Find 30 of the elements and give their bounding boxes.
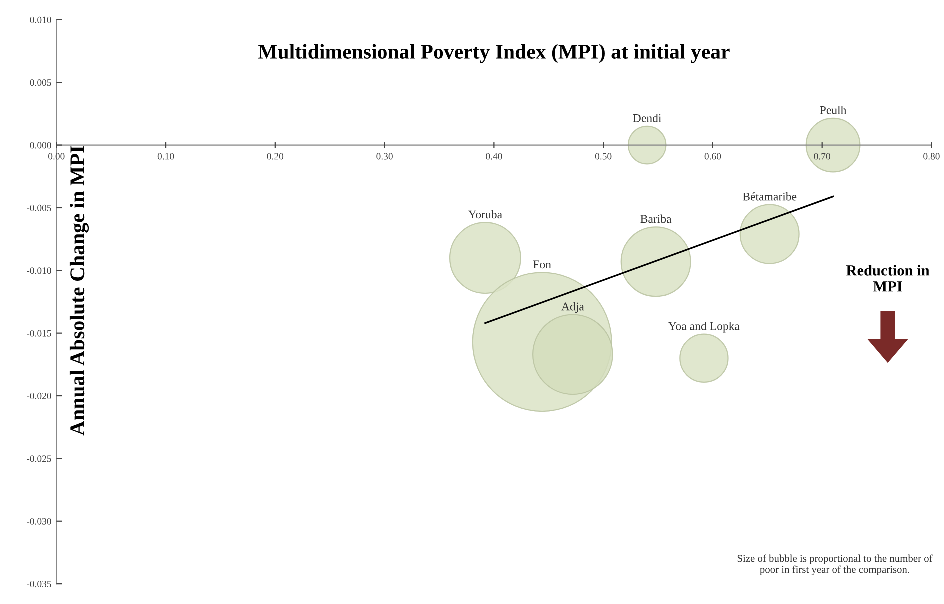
- x-tick-label: 0.50: [595, 153, 612, 160]
- annotation: Reduction in MPI: [846, 265, 930, 292]
- y-tick-label: -0.035: [27, 580, 52, 588]
- series-label: Peulh: [820, 106, 847, 114]
- y-tick-label: 0.000: [30, 142, 52, 149]
- y-axis-title: Annual Absolute Change in MPI: [70, 146, 90, 436]
- y-tick-label: -0.010: [27, 268, 52, 274]
- text: Multidimensional Poverty Index (MPI) at initial year: [258, 44, 730, 64]
- x-tick-label: 0.70: [814, 153, 830, 160]
- y-tick-label: -0.020: [27, 392, 52, 400]
- x-tick-label: 0.10: [158, 153, 174, 160]
- y-tick-label: -0.030: [27, 518, 52, 525]
- x-tick-label: 0.60: [704, 153, 722, 160]
- y-tick-label: 0.010: [30, 16, 52, 24]
- series-label: Adja: [562, 302, 584, 314]
- x-tick-label: 0.30: [376, 153, 393, 160]
- series-label: Dendi: [633, 114, 662, 122]
- y-tick-label: -0.005: [27, 204, 52, 212]
- annotation: Size of bubble is proportional to the number of poor in first year of the comparison.: [738, 554, 933, 576]
- y-tick-label: 0.005: [30, 80, 52, 86]
- series-label: Bétamaribe: [742, 192, 797, 201]
- series-label: Yoruba: [468, 210, 502, 219]
- series-label: Bariba: [640, 214, 672, 224]
- x-tick-label: 0.80: [924, 153, 940, 160]
- y-tick-label: -0.015: [27, 330, 52, 337]
- series-label: Yoa and Lopka: [668, 322, 740, 333]
- x-tick-label: 0.40: [486, 153, 502, 160]
- series-label: Fon: [533, 260, 552, 269]
- y-tick-label: -0.025: [27, 456, 52, 462]
- x-tick-label: 0.20: [267, 153, 284, 160]
